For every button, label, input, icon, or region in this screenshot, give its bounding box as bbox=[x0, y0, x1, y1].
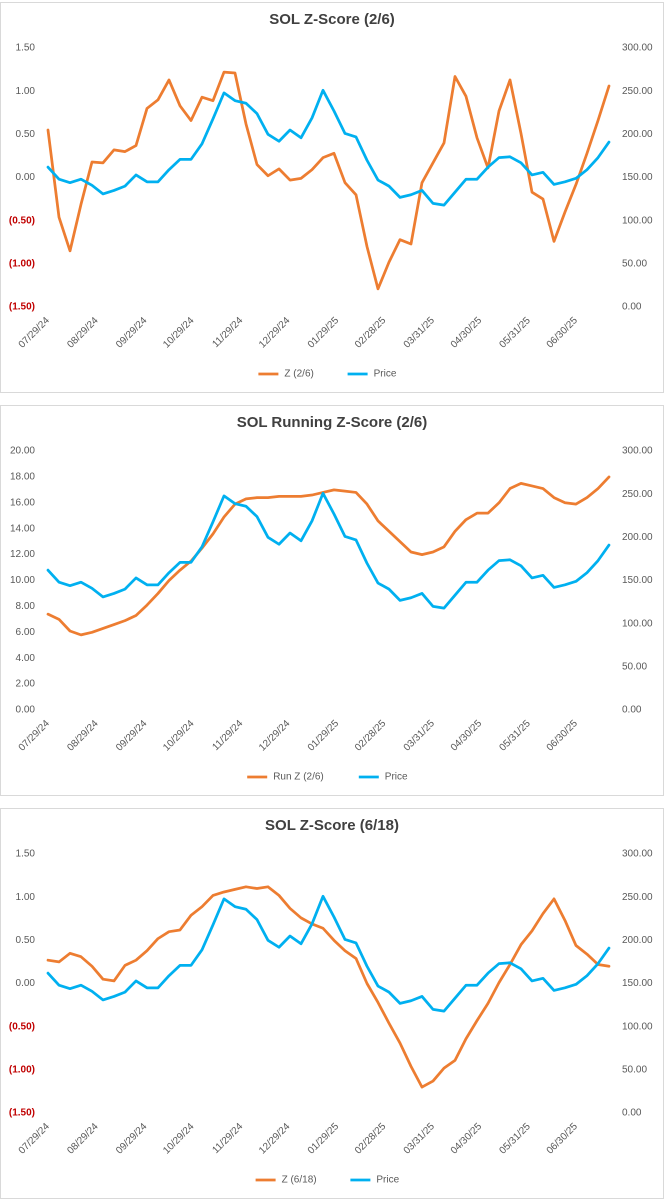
y2-tick-label: 150.00 bbox=[622, 978, 653, 989]
legend-label: Z (6/18) bbox=[282, 1175, 317, 1186]
series-line bbox=[46, 475, 611, 637]
y2-tick-label: 150.00 bbox=[622, 575, 653, 586]
y-tick-label: 0.50 bbox=[16, 129, 36, 140]
y2-tick-label: 200.00 bbox=[622, 129, 653, 140]
y2-tick-label: 200.00 bbox=[622, 532, 653, 543]
legend-label: Run Z (2/6) bbox=[273, 772, 324, 783]
chart-frame bbox=[0, 405, 664, 796]
y2-tick-label: 300.00 bbox=[622, 849, 653, 860]
legend-label: Price bbox=[376, 1175, 399, 1186]
y-tick-label: (1.50) bbox=[9, 302, 35, 313]
chart-title: SOL Running Z-Score (2/6) bbox=[237, 414, 428, 431]
y2-tick-label: 100.00 bbox=[622, 618, 653, 629]
y2-tick-label: 50.00 bbox=[622, 258, 647, 269]
y-tick-label: 0.50 bbox=[16, 935, 36, 946]
y2-tick-label: 150.00 bbox=[622, 172, 653, 183]
legend-label: Z (2/6) bbox=[284, 369, 313, 380]
y2-tick-label: 250.00 bbox=[622, 86, 653, 97]
series-line bbox=[46, 70, 611, 291]
y-tick-label: 6.00 bbox=[16, 627, 36, 638]
y-tick-label: (0.50) bbox=[9, 215, 35, 226]
series-line bbox=[46, 885, 611, 1089]
y-tick-label: 1.00 bbox=[16, 86, 36, 97]
y-tick-label: 8.00 bbox=[16, 601, 36, 612]
y-tick-label: 16.00 bbox=[10, 497, 35, 508]
legend-label: Price bbox=[385, 772, 408, 783]
y2-tick-label: 250.00 bbox=[622, 892, 653, 903]
chart-frame bbox=[0, 808, 664, 1199]
y2-tick-label: 50.00 bbox=[622, 1064, 647, 1075]
y2-tick-label: 200.00 bbox=[622, 935, 653, 946]
y2-tick-label: 250.00 bbox=[622, 489, 653, 500]
y-tick-label: 18.00 bbox=[10, 472, 35, 483]
y-tick-label: 2.00 bbox=[16, 679, 36, 690]
y2-tick-label: 300.00 bbox=[622, 446, 653, 457]
y2-tick-label: 50.00 bbox=[622, 661, 647, 672]
series-line bbox=[46, 88, 611, 207]
y-tick-label: 14.00 bbox=[10, 523, 35, 534]
y-tick-label: 10.00 bbox=[10, 575, 35, 586]
y-tick-label: 12.00 bbox=[10, 549, 35, 560]
y-tick-label: 1.00 bbox=[16, 892, 36, 903]
chart-title: SOL Z-Score (2/6) bbox=[269, 11, 395, 28]
y-tick-label: (0.50) bbox=[9, 1021, 35, 1032]
series-line bbox=[46, 894, 611, 1013]
y-tick-label: 20.00 bbox=[10, 446, 35, 457]
y2-tick-label: 300.00 bbox=[622, 43, 653, 54]
y-tick-label: 0.00 bbox=[16, 978, 36, 989]
y2-tick-label: 100.00 bbox=[622, 215, 653, 226]
y-tick-label: 1.50 bbox=[16, 849, 36, 860]
y-tick-label: 0.00 bbox=[16, 705, 36, 716]
chart-frame bbox=[0, 2, 664, 393]
y-tick-label: (1.00) bbox=[9, 258, 35, 269]
y2-tick-label: 0.00 bbox=[622, 1108, 642, 1119]
series-line bbox=[46, 491, 611, 610]
y-tick-label: (1.50) bbox=[9, 1108, 35, 1119]
y-tick-label: (1.00) bbox=[9, 1064, 35, 1075]
legend-label: Price bbox=[374, 369, 397, 380]
y2-tick-label: 0.00 bbox=[622, 302, 642, 313]
chart-title: SOL Z-Score (6/18) bbox=[265, 817, 399, 834]
y-tick-label: 4.00 bbox=[16, 653, 36, 664]
y2-tick-label: 100.00 bbox=[622, 1021, 653, 1032]
y-tick-label: 1.50 bbox=[16, 43, 36, 54]
y-tick-label: 0.00 bbox=[16, 172, 36, 183]
y2-tick-label: 0.00 bbox=[622, 705, 642, 716]
